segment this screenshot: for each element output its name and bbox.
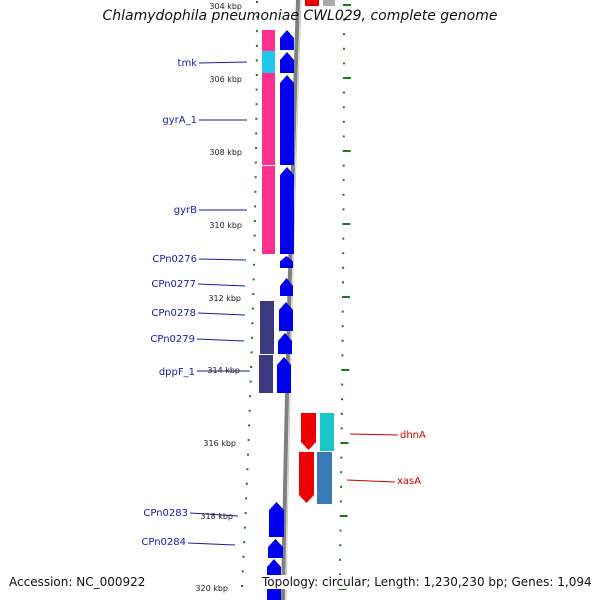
gene-label-dhnA: dhnA xyxy=(400,430,426,441)
outer-tick-track xyxy=(241,2,258,586)
cog-block-teal xyxy=(320,413,334,451)
cog-block-pink xyxy=(262,73,275,165)
leader-line xyxy=(197,339,244,341)
gene-top-grey xyxy=(323,0,335,6)
accession-text: Accession: NC_000922 xyxy=(9,575,145,589)
leader-line xyxy=(198,313,245,315)
gene-label-CPn0279: CPn0279 xyxy=(150,334,195,345)
leader-line xyxy=(198,284,245,286)
gene-label-gyrA_1: gyrA_1 xyxy=(162,115,197,126)
gene-arrow-tmk xyxy=(280,52,294,73)
gene-arrow xyxy=(280,30,294,50)
leader-line xyxy=(188,543,235,545)
ruler-label-314: 314 kbp xyxy=(207,366,240,375)
ruler-label-316: 316 kbp xyxy=(203,439,236,448)
cog-block-pink xyxy=(262,30,275,51)
cog-block-purple xyxy=(259,355,273,393)
ruler-label-308: 308 kbp xyxy=(209,148,242,157)
cog-block-steelblue xyxy=(317,452,332,504)
gene-label-tmk: tmk xyxy=(178,58,198,69)
ruler-label-312: 312 kbp xyxy=(208,294,241,303)
gene-label-gyrB: gyrB xyxy=(174,205,197,216)
gene-label-CPn0283: CPn0283 xyxy=(143,508,188,519)
gene-top-red xyxy=(305,0,319,6)
gene-label-CPn0276: CPn0276 xyxy=(152,254,197,265)
map-title: Chlamydophila pneumoniae CWL029, complet… xyxy=(0,8,600,24)
cog-block-cyan xyxy=(262,51,275,73)
leader-line xyxy=(350,434,398,435)
leader-line xyxy=(199,62,247,63)
cog-block-purple xyxy=(260,301,274,354)
gene-arrow-xasA xyxy=(299,452,314,503)
gene-label-CPn0277: CPn0277 xyxy=(151,279,196,290)
gene-label-dppF_1: dppF_1 xyxy=(159,367,195,378)
ruler-label-320: 320 kbp xyxy=(195,584,228,593)
inner-tick-track xyxy=(339,5,351,589)
ruler-label-310: 310 kbp xyxy=(209,221,242,230)
gene-label-CPn0278: CPn0278 xyxy=(151,308,196,319)
topology-text: Topology: circular; Length: 1,230,230 bp… xyxy=(262,575,592,589)
leader-line xyxy=(199,259,246,260)
gene-label-xasA: xasA xyxy=(397,476,421,487)
gene-arrow-CPn0283 xyxy=(269,502,284,537)
gene-arrow-dhnA xyxy=(301,413,316,450)
gene-arrow-gyrB xyxy=(280,167,294,254)
gene-arrow-gyrA_1 xyxy=(280,75,294,165)
ruler-label-318: 318 kbp xyxy=(200,512,233,521)
leader-line xyxy=(347,480,395,482)
ruler-label-306: 306 kbp xyxy=(209,75,242,84)
cog-block-pink xyxy=(262,166,275,254)
gene-arrow-CPn0284 xyxy=(268,539,283,558)
gene-label-CPn0284: CPn0284 xyxy=(141,537,186,548)
